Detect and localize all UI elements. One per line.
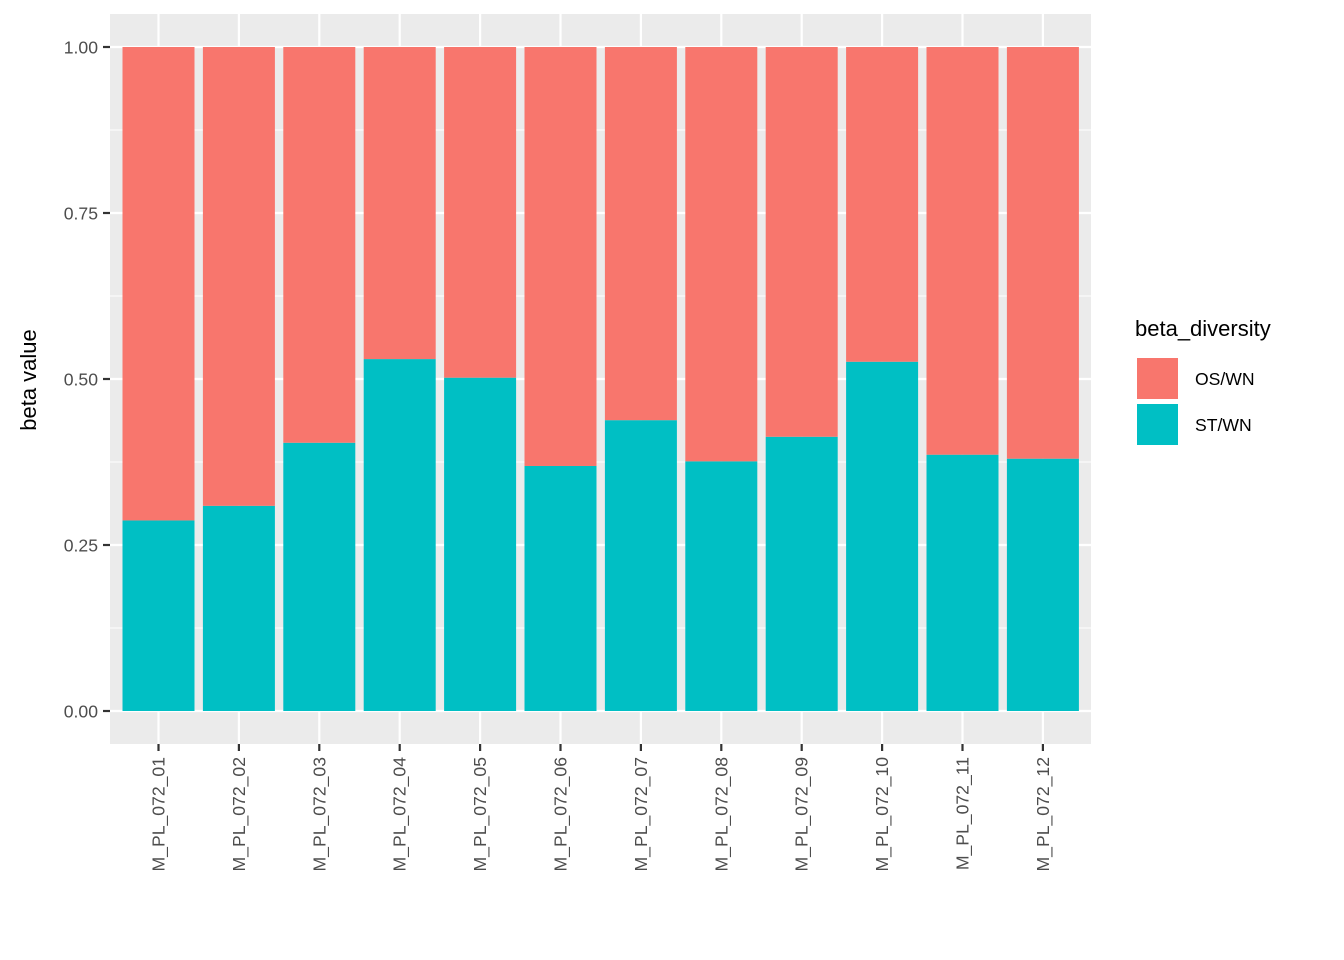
y-axis: 0.00 0.25 0.50 0.75 1.00 bbox=[64, 38, 110, 722]
bar-segment bbox=[283, 47, 356, 443]
bar-segment bbox=[1006, 458, 1079, 711]
x-tick-label: M_PL_072_08 bbox=[711, 757, 732, 872]
y-tick-label: 0.00 bbox=[64, 702, 98, 722]
bar-segment bbox=[202, 47, 275, 506]
x-tick-label: M_PL_072_06 bbox=[551, 757, 572, 872]
bar-segment bbox=[846, 361, 919, 711]
x-tick-label: M_PL_072_09 bbox=[792, 757, 813, 871]
bar-segment bbox=[685, 461, 758, 711]
x-tick-label: M_PL_072_05 bbox=[470, 757, 491, 872]
bars bbox=[122, 47, 1079, 711]
legend-label: ST/WN bbox=[1195, 415, 1252, 435]
y-tick-label: 0.50 bbox=[64, 370, 98, 390]
x-tick-label: M_PL_072_10 bbox=[872, 757, 893, 872]
x-tick-label: M_PL_072_04 bbox=[390, 757, 411, 872]
bar-segment bbox=[846, 47, 919, 362]
bar-segment bbox=[363, 47, 436, 360]
y-axis-title: beta value bbox=[16, 329, 41, 431]
bar-segment bbox=[604, 47, 677, 421]
x-tick-label: M_PL_072_07 bbox=[631, 757, 652, 871]
bar-segment bbox=[524, 47, 597, 466]
y-tick-label: 0.75 bbox=[64, 204, 98, 224]
legend-title: beta_diversity bbox=[1135, 316, 1271, 341]
bar-segment bbox=[1006, 47, 1079, 459]
x-tick-label: M_PL_072_03 bbox=[309, 757, 330, 872]
x-tick-label: M_PL_072_12 bbox=[1033, 757, 1054, 871]
y-tick-label: 1.00 bbox=[64, 38, 98, 58]
x-axis: M_PL_072_01 M_PL_072_02 M_PL_072_03 M_PL_07… bbox=[149, 744, 1054, 871]
bar-segment bbox=[202, 505, 275, 711]
legend-label: OS/WN bbox=[1195, 369, 1255, 389]
bar-segment bbox=[444, 377, 517, 711]
legend-key bbox=[1135, 356, 1180, 401]
y-tick-label: 0.25 bbox=[64, 536, 98, 556]
bar-segment bbox=[122, 47, 195, 521]
x-tick-label: M_PL_072_02 bbox=[229, 757, 250, 871]
bar-segment bbox=[122, 520, 195, 711]
bar-segment bbox=[363, 359, 436, 711]
bar-segment bbox=[926, 454, 999, 711]
bar-segment bbox=[524, 465, 597, 711]
bar-segment bbox=[444, 47, 517, 378]
bar-segment bbox=[283, 442, 356, 711]
legend: beta_diversity OS/WN ST/WN bbox=[1135, 316, 1271, 447]
x-tick-label: M_PL_072_01 bbox=[149, 757, 170, 871]
x-tick-label: M_PL_072_11 bbox=[953, 757, 974, 870]
bar-segment bbox=[765, 436, 838, 711]
legend-key bbox=[1135, 402, 1180, 447]
bar-segment bbox=[926, 47, 999, 455]
bar-segment bbox=[765, 47, 838, 437]
bar-segment bbox=[604, 420, 677, 711]
bar-segment bbox=[685, 47, 758, 462]
